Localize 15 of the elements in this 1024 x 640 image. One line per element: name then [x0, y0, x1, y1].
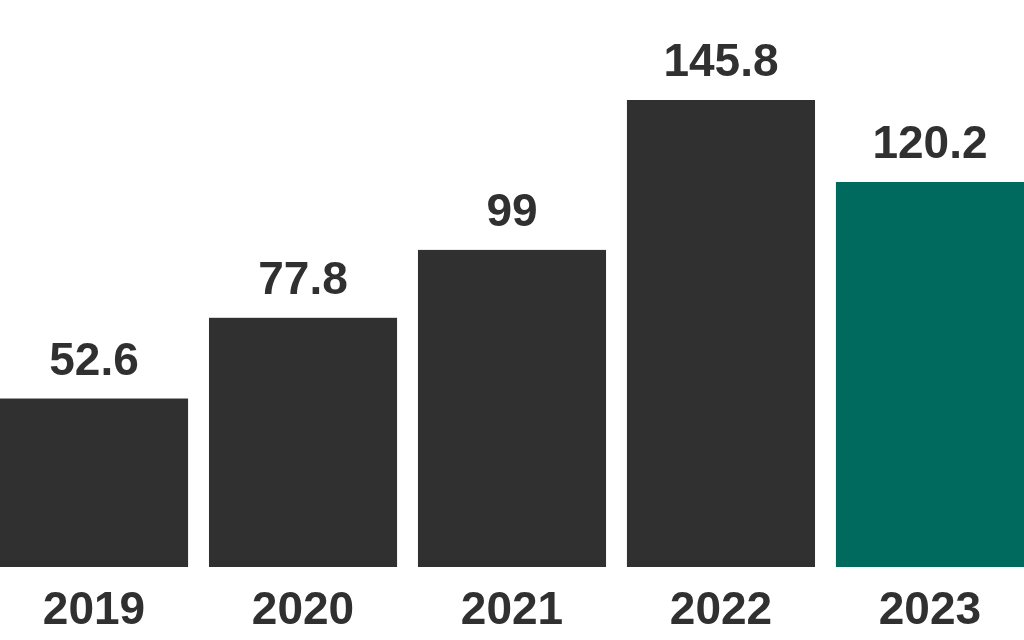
x-tick-label: 2023 — [878, 582, 982, 634]
bar — [626, 100, 816, 567]
data-label: 145.8 — [663, 34, 779, 86]
x-tick-label: 2019 — [42, 582, 146, 634]
x-tick-label: 2020 — [251, 582, 355, 634]
data-label: 120.2 — [872, 116, 988, 168]
data-label: 77.8 — [258, 251, 348, 304]
x-tick-label: 2022 — [669, 582, 773, 634]
x-tick-label: 2021 — [460, 582, 564, 634]
data-label: 99 — [486, 183, 538, 236]
bar — [208, 317, 398, 567]
data-label: 52.6 — [49, 332, 139, 385]
bar — [0, 398, 189, 567]
bar — [417, 249, 607, 567]
bar — [835, 182, 1024, 567]
